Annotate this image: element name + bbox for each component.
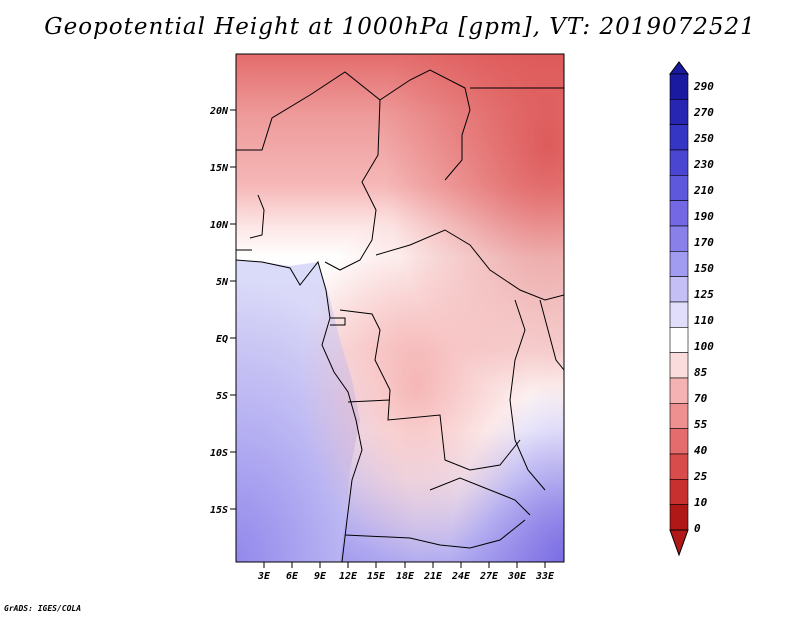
colorbar-cell xyxy=(669,327,689,353)
lon-label: 21E xyxy=(423,571,443,582)
lon-label: 27E xyxy=(479,571,499,582)
colorbar-cell xyxy=(669,149,689,176)
colorbar-label: 25 xyxy=(693,470,708,483)
lat-label: 15N xyxy=(210,163,229,174)
lat-label: 10N xyxy=(210,220,229,231)
lon-label: 33E xyxy=(535,571,555,582)
colorbar-label: 170 xyxy=(694,236,714,249)
lon-label: 15E xyxy=(367,571,386,582)
colorbar-cell xyxy=(669,73,689,100)
colorbar-label: 125 xyxy=(694,288,714,301)
colorbar-label: 110 xyxy=(694,314,714,327)
colorbar-label: 55 xyxy=(694,418,708,431)
colorbar-cell xyxy=(669,124,689,151)
lat-label: EQ xyxy=(216,334,228,345)
colorbar-label: 40 xyxy=(694,444,708,457)
colorbar-cell xyxy=(669,99,689,125)
colorbar-label: 85 xyxy=(694,366,708,379)
lon-label: 18E xyxy=(396,571,415,582)
colorbar-label: 230 xyxy=(693,158,714,171)
colorbar-cell xyxy=(669,251,689,277)
colorbar-cell xyxy=(669,453,689,480)
colorbar-label: 190 xyxy=(694,210,714,223)
lat-axis: 20N 15N 10N 5N EQ 5S 10S 15S xyxy=(209,106,236,516)
chart-title: Geopotential Height at 1000hPa [gpm], VT… xyxy=(44,14,756,40)
lat-label: 5S xyxy=(216,391,228,402)
lon-label: 6E xyxy=(286,571,299,582)
colorbar-cell xyxy=(669,403,689,429)
colorbar-label: 270 xyxy=(693,106,714,119)
colorbar-cell xyxy=(669,276,689,303)
lon-label: 9E xyxy=(314,571,327,582)
colorbar-cell xyxy=(669,377,689,404)
colorbar-cell xyxy=(669,225,689,252)
lat-label: 20N xyxy=(209,106,229,117)
grads-credit: GrADS: IGES/COLA xyxy=(4,604,82,613)
colorbar-cell xyxy=(669,301,689,328)
lat-label: 10S xyxy=(210,448,228,459)
colorbar-label: 210 xyxy=(693,184,714,197)
colorbar-bottom-arrow xyxy=(669,529,689,557)
lat-label: 5N xyxy=(216,277,229,288)
colorbar-label: 10 xyxy=(694,496,708,509)
lon-label: 24E xyxy=(451,571,471,582)
colorbar-top-arrow xyxy=(669,61,689,75)
colorbar-label: 250 xyxy=(693,132,714,145)
colorbar-label: 290 xyxy=(693,80,714,93)
colorbar-cells xyxy=(669,73,689,531)
lon-label: 12E xyxy=(339,571,358,582)
colorbar-cell xyxy=(669,175,689,201)
country-borders xyxy=(236,69,564,562)
map-frame xyxy=(235,53,565,563)
colorbar-label: 150 xyxy=(694,262,714,275)
lon-axis: 3E 6E 9E 12E 15E 18E 21E 24E 27E 30E 33E xyxy=(257,562,555,582)
colorbar: 290 270 250 230 210 190 170 150 125 110 … xyxy=(669,61,714,557)
colorbar-label: 0 xyxy=(694,522,701,535)
lon-label: 30E xyxy=(507,571,527,582)
colorbar-cell xyxy=(669,479,689,505)
colorbar-label: 100 xyxy=(694,340,714,353)
lat-label: 15S xyxy=(210,505,228,516)
colorbar-cell xyxy=(669,428,689,455)
map-shading xyxy=(236,54,564,562)
colorbar-cell xyxy=(669,200,689,227)
colorbar-label: 70 xyxy=(694,392,708,405)
lon-label: 3E xyxy=(257,571,271,582)
colorbar-cell xyxy=(669,504,689,531)
colorbar-cell xyxy=(669,352,689,379)
